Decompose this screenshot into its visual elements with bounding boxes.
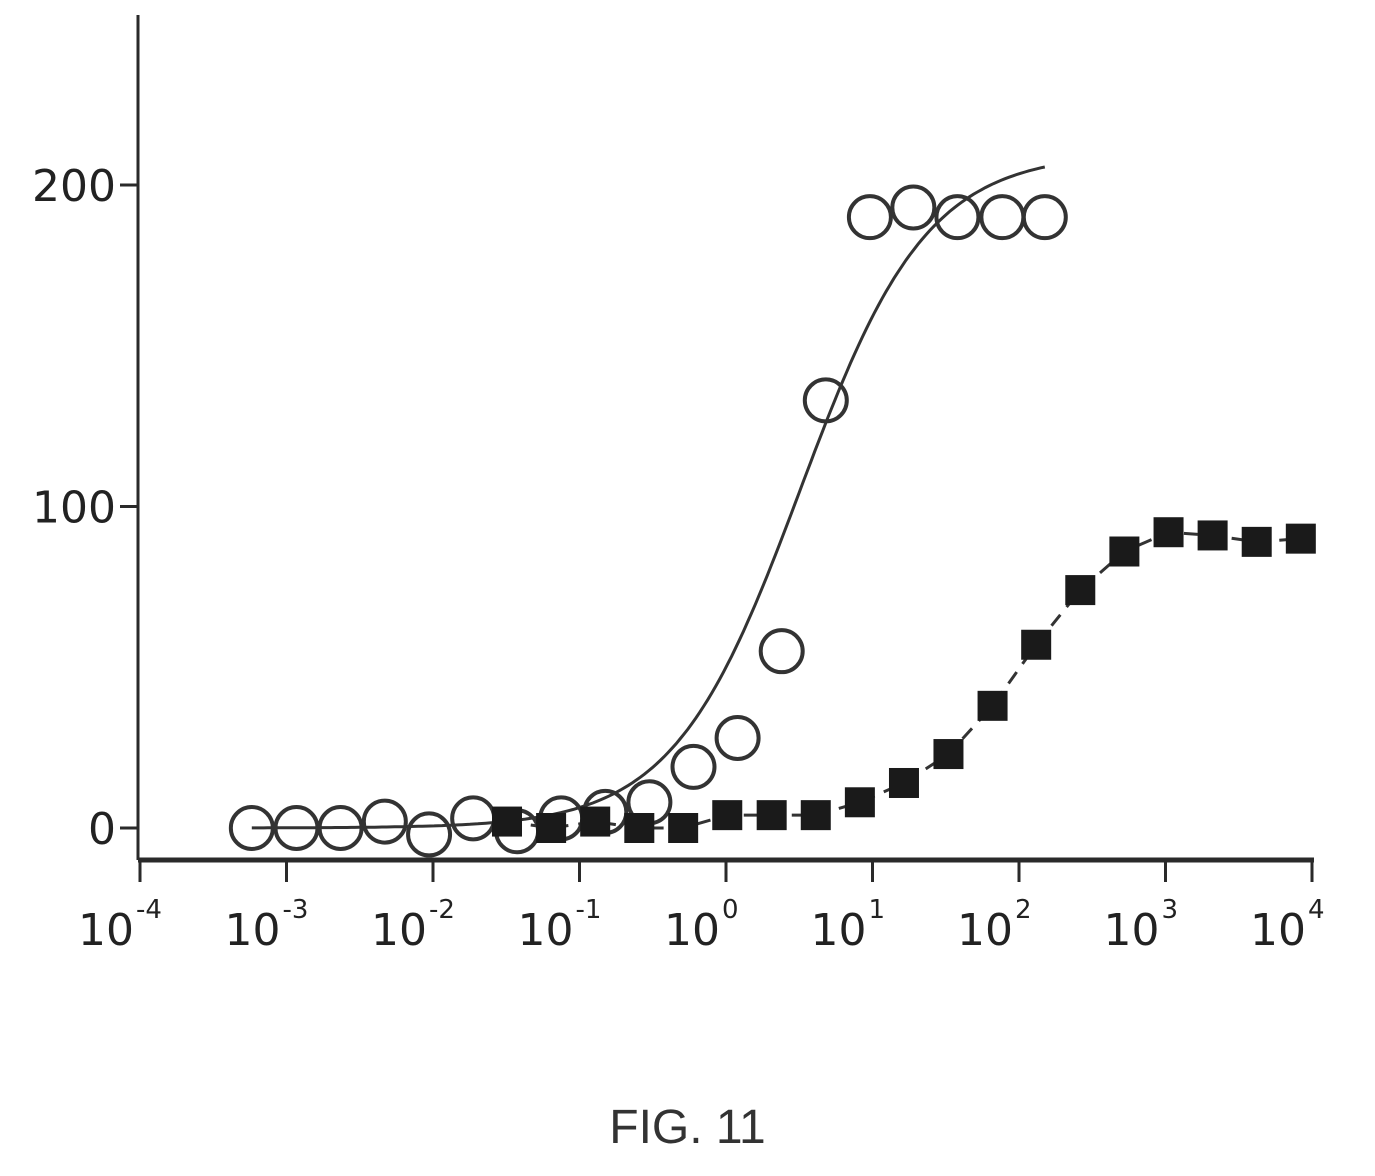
- x-tick-label-group: 10 -1: [518, 895, 602, 956]
- axes: [120, 15, 1314, 882]
- open-circle-point: [1021, 194, 1068, 241]
- x-tick-label-exponent: 3: [1162, 895, 1179, 925]
- x-tick-label-exponent: -1: [576, 895, 602, 925]
- filled-square-point: [580, 806, 611, 837]
- x-tick-label-group: 10 -2: [371, 895, 455, 956]
- filled-square-point: [1197, 520, 1228, 551]
- open-circle-point: [273, 805, 320, 851]
- y-tick-label: 200: [32, 161, 116, 212]
- x-tick-label-base: 10: [225, 905, 281, 956]
- open-circle-point: [317, 805, 364, 851]
- x-tick-label-base: 10: [1250, 905, 1306, 956]
- x-tick-label-group: 10 3: [1104, 895, 1179, 956]
- filled-square-point: [668, 813, 699, 843]
- open-circle-point: [846, 194, 893, 241]
- filled-square-point: [492, 806, 523, 837]
- x-tick-label-group: 10 2: [957, 895, 1032, 956]
- x-tick-label-exponent: 4: [1308, 895, 1325, 925]
- open-circle-point: [890, 184, 937, 231]
- open-circle-point: [450, 795, 497, 842]
- open-circle-point: [758, 628, 805, 675]
- x-tick-label-exponent: 2: [1015, 895, 1032, 925]
- filled-square-point: [624, 813, 655, 843]
- filled-square-point: [800, 800, 831, 831]
- x-tick-label-base: 10: [664, 905, 720, 956]
- open-circle-point: [802, 377, 849, 424]
- x-tick-label-base: 10: [371, 905, 427, 956]
- x-tick-label-group: 10 0: [664, 895, 739, 956]
- filled-square-point: [756, 800, 787, 831]
- y-tick-label: 0: [88, 804, 116, 855]
- figure-caption: FIG. 11: [609, 1101, 766, 1154]
- filled-square-point: [844, 787, 875, 818]
- x-tick-label-group: 10 1: [811, 895, 886, 956]
- x-tick-label-base: 10: [78, 905, 134, 956]
- open-circle-point: [934, 194, 981, 241]
- filled-square-point: [1241, 526, 1272, 557]
- x-tick-label-group: 10 -4: [78, 895, 162, 956]
- x-tick-label-base: 10: [957, 905, 1013, 956]
- open-circle-point: [979, 194, 1026, 241]
- filled-square-point: [712, 800, 743, 831]
- filled-square-point: [888, 767, 919, 798]
- x-tick-label-base: 10: [518, 905, 574, 956]
- y-tick-label: 100: [32, 483, 116, 534]
- x-tick-label-exponent: -3: [283, 895, 309, 925]
- x-tick-label-exponent: 0: [722, 895, 739, 925]
- x-tick-label-exponent: -2: [429, 895, 455, 925]
- x-tick-label-exponent: -4: [136, 895, 162, 925]
- filled-square-point: [1285, 523, 1316, 554]
- x-tick-label-group: 10 -3: [225, 895, 309, 956]
- x-tick-label-base: 10: [1104, 905, 1160, 956]
- fit-curve-series-0: [251, 165, 1046, 830]
- x-tick-label-group: 10 4: [1250, 895, 1325, 956]
- filled-square-point: [1065, 575, 1096, 606]
- open-circle-point: [670, 743, 717, 790]
- filled-square-point: [536, 813, 567, 843]
- filled-square-point: [1021, 629, 1052, 660]
- open-circle-point: [714, 714, 761, 761]
- open-circle-point: [406, 811, 453, 858]
- open-circle-point: [361, 798, 408, 845]
- x-tick-label-exponent: 1: [869, 895, 886, 925]
- x-tick-label-base: 10: [811, 905, 867, 956]
- filled-square-point: [1109, 536, 1140, 567]
- data-markers: [228, 184, 1316, 858]
- filled-square-point: [977, 690, 1008, 721]
- fit-curves: [251, 165, 1301, 830]
- filled-square-point: [1153, 517, 1184, 548]
- filled-square-point: [933, 739, 964, 770]
- open-circle-point: [228, 805, 275, 851]
